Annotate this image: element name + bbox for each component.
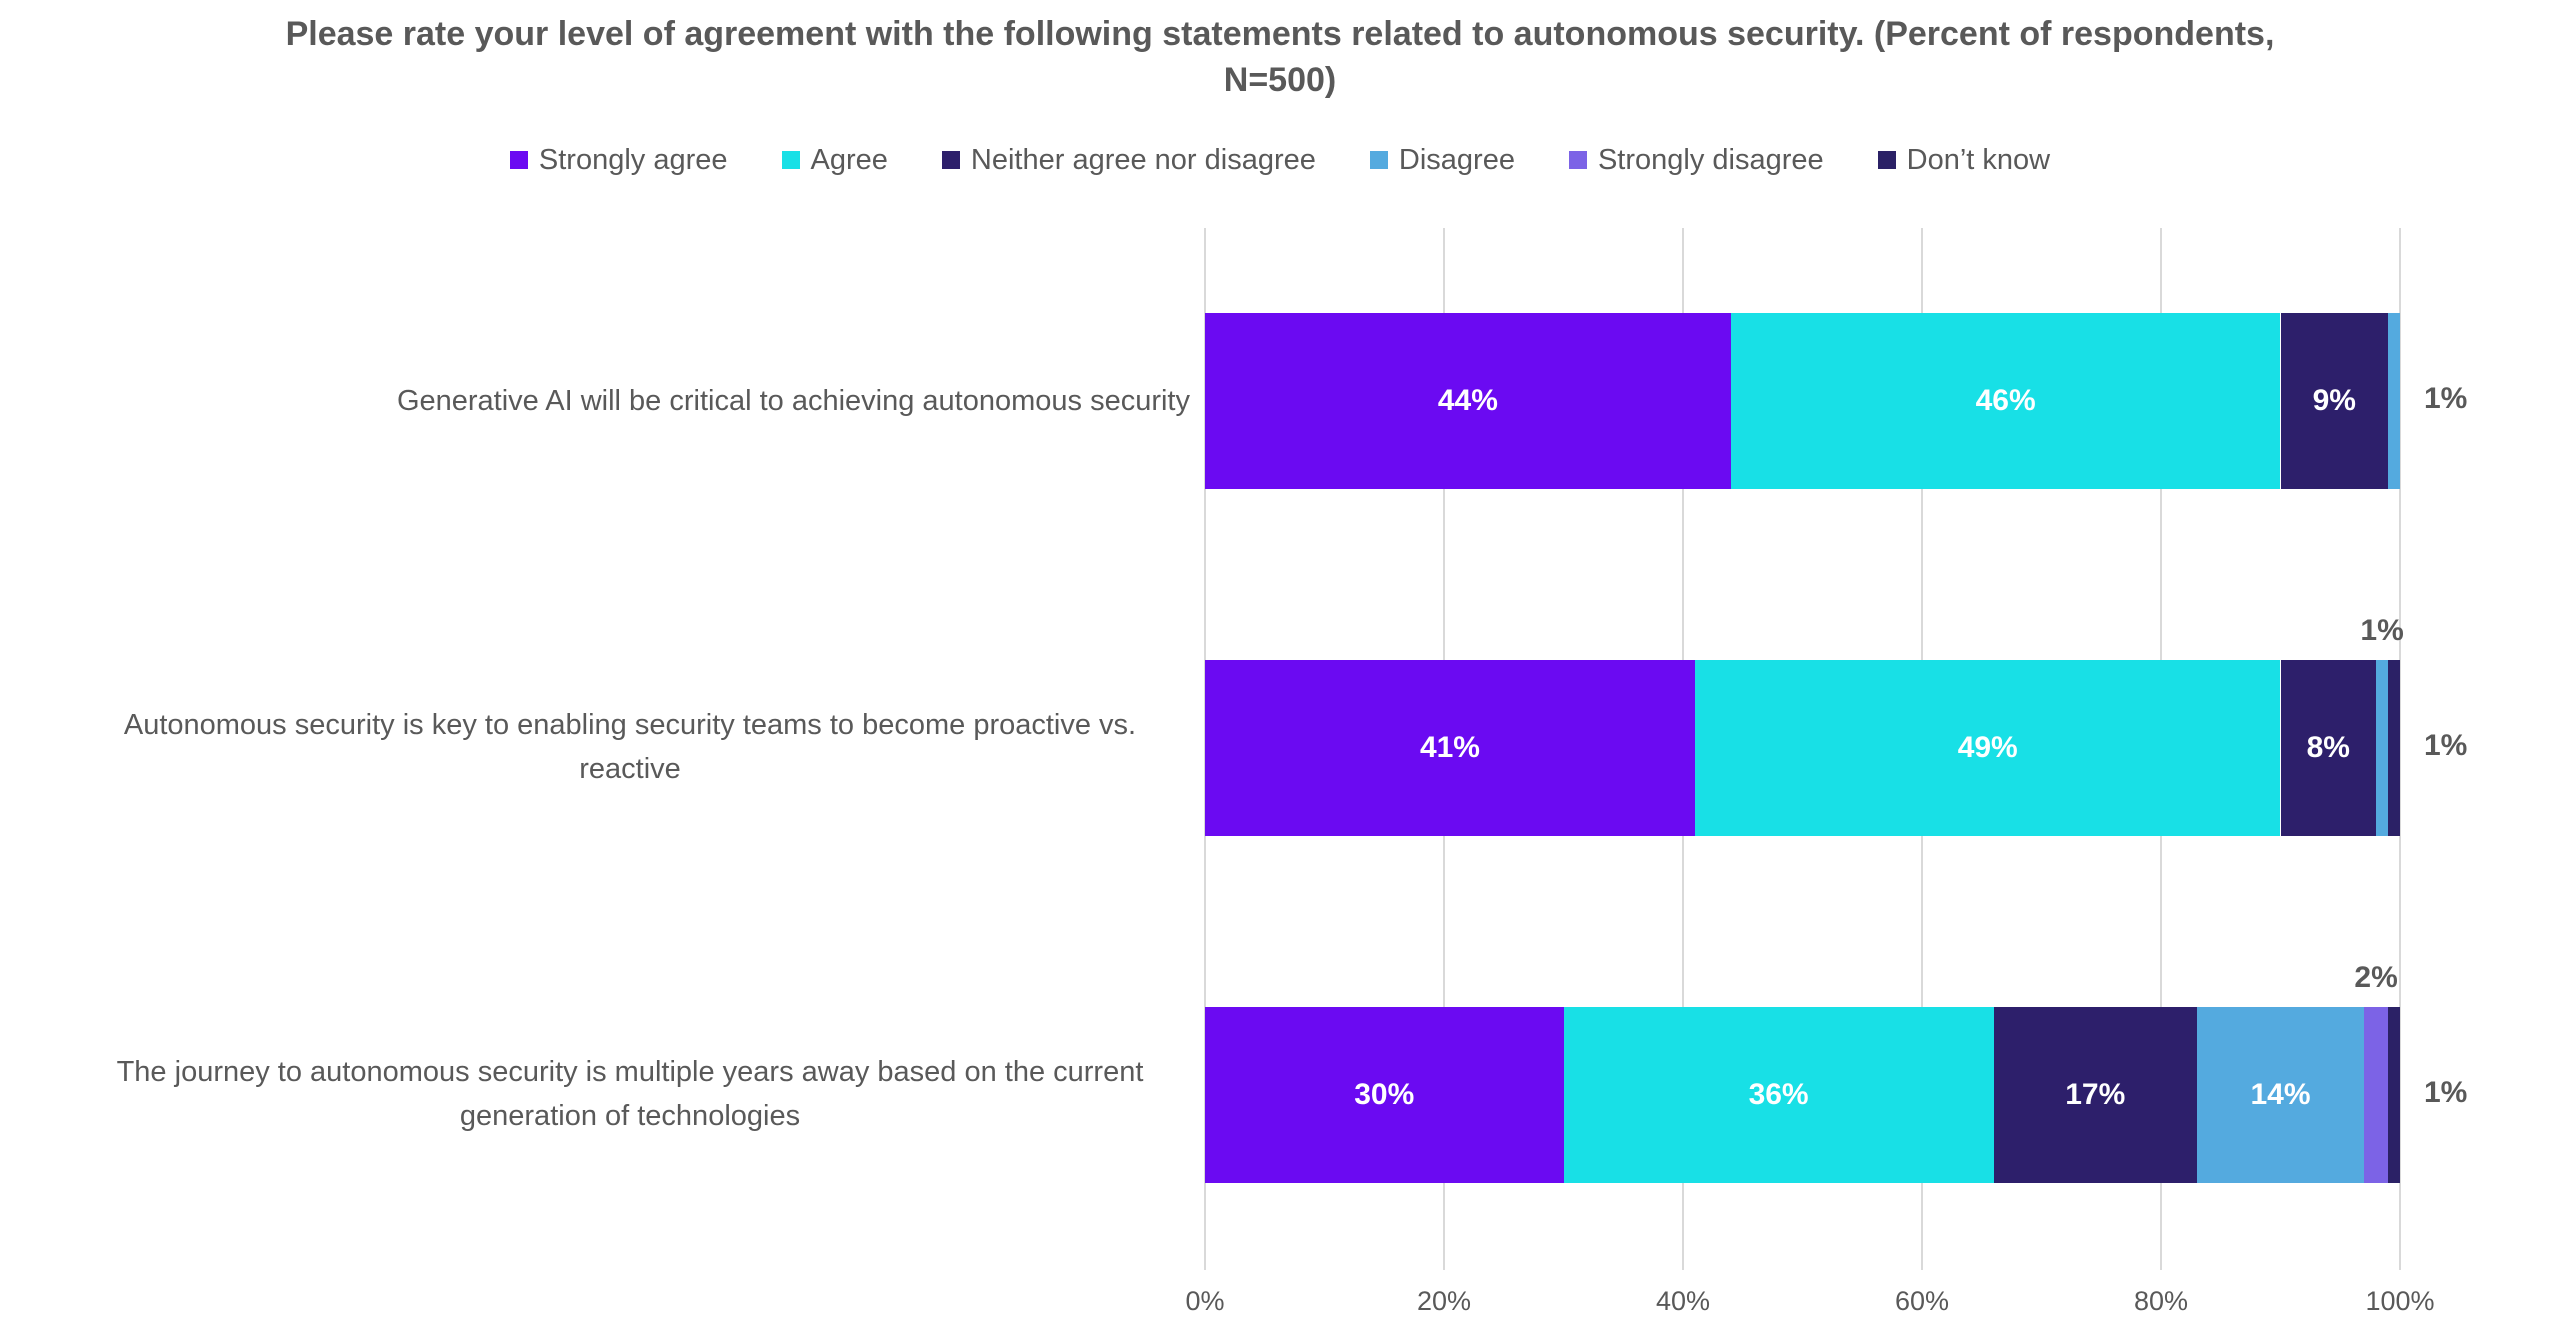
- segment-neither-agree-nor-disagree: 9%: [2280, 313, 2389, 490]
- category-label: Generative AI will be critical to achiev…: [396, 384, 1190, 417]
- x-tick-label-20%: 20%: [1416, 1286, 1472, 1316]
- gridline-100%: [2399, 228, 2401, 1270]
- segment-value-label: 36%: [1748, 1077, 1809, 1111]
- segment-value-label: 30%: [1354, 1077, 1415, 1111]
- segment-value-label: 14%: [2250, 1077, 2311, 1111]
- segment-value-label: 46%: [1975, 384, 2036, 418]
- category-label-cell-0: Generative AI will be critical to achiev…: [40, 228, 1190, 575]
- legend-swatch-icon: [941, 151, 960, 169]
- category-label-cell-1: Autonomous security is key to enabling s…: [40, 575, 1190, 922]
- outside-value-label-strongly-disagree: 2%: [2354, 960, 2398, 994]
- segment-disagree: 14%: [2196, 1006, 2365, 1183]
- segment-value-label: 49%: [1957, 731, 2018, 764]
- legend-label: Neither agree nor disagree: [970, 143, 1316, 176]
- segment-disagree: [2376, 660, 2389, 836]
- bar-row-2: 30% 36% 17% 14%: [1205, 1006, 2400, 1183]
- legend-label: Don’t know: [1906, 143, 2051, 176]
- segment-neither-agree-nor-disagree: 8%: [2280, 660, 2377, 836]
- segment-strongly-agree: 44%: [1205, 313, 1731, 490]
- segment-value-label: 8%: [2306, 731, 2350, 764]
- segment-agree: 46%: [1730, 313, 2281, 490]
- category-label: Autonomous security is key to enabling s…: [123, 709, 1137, 785]
- segment-strongly-agree: 41%: [1205, 660, 1695, 836]
- legend-swatch-icon: [509, 151, 528, 169]
- bar-row-0: 44% 46% 9%: [1205, 313, 2400, 490]
- outside-value-label-don-t-know: 1%: [2424, 729, 2468, 762]
- legend-swatch-icon: [1369, 151, 1388, 169]
- chart-title: Please rate your level of agreement with…: [285, 15, 2275, 99]
- legend: Strongly agree Agree Neither agree nor dis…: [0, 140, 2560, 180]
- segment-don-t-know: [2388, 1006, 2400, 1183]
- category-label: The journey to autonomous security is mu…: [116, 1056, 1144, 1132]
- legend-item-agree: Agree: [781, 143, 888, 177]
- segment-agree: 36%: [1563, 1006, 1994, 1183]
- segment-neither-agree-nor-disagree: 17%: [1993, 1006, 2197, 1183]
- segment-value-label: 44%: [1437, 384, 1498, 418]
- legend-item-neither-agree-nor-disagree: Neither agree nor disagree: [941, 143, 1316, 177]
- outside-value-label-disagree: 1%: [2424, 382, 2468, 416]
- legend-label: Disagree: [1398, 143, 1515, 176]
- legend-swatch-icon: [781, 151, 800, 169]
- x-tick-label-0%: 0%: [1185, 1286, 1225, 1316]
- segment-value-label: 41%: [1419, 731, 1480, 764]
- segment-don-t-know: [2388, 660, 2400, 836]
- legend-item-disagree: Disagree: [1369, 143, 1515, 177]
- legend-swatch-icon: [1877, 151, 1896, 169]
- outside-value-label-don-t-know: 1%: [2424, 1075, 2468, 1109]
- category-label-cell-2: The journey to autonomous security is mu…: [40, 921, 1190, 1268]
- x-tick-label-80%: 80%: [2133, 1286, 2189, 1316]
- legend-label: Agree: [810, 143, 888, 176]
- plot-area: 44% 46% 9% 41% 49% 8% 30% 36% 17% 14% 1% 1% 1% 2% 1%: [1204, 228, 2467, 1270]
- x-tick-label-100%: 100%: [2365, 1286, 2435, 1316]
- legend-swatch-icon: [1568, 151, 1587, 169]
- x-tick-label-60%: 60%: [1894, 1286, 1950, 1316]
- outside-value-label-disagree: 1%: [2360, 614, 2404, 647]
- segment-agree: 49%: [1694, 660, 2281, 836]
- bar-row-1: 41% 49% 8%: [1205, 660, 2400, 836]
- x-tick-label-40%: 40%: [1655, 1286, 1711, 1316]
- legend-label: Strongly disagree: [1597, 143, 1824, 176]
- segment-value-label: 17%: [2065, 1077, 2126, 1111]
- segment-strongly-disagree: [2364, 1006, 2389, 1183]
- legend-item-strongly-agree: Strongly agree: [509, 143, 728, 177]
- segment-value-label: 9%: [2312, 384, 2356, 418]
- legend-item-don-t-know: Don’t know: [1877, 143, 2051, 177]
- segment-disagree: [2388, 313, 2400, 490]
- legend-label: Strongly agree: [538, 143, 728, 176]
- legend-item-strongly-disagree: Strongly disagree: [1568, 143, 1824, 177]
- segment-strongly-agree: 30%: [1205, 1006, 1564, 1183]
